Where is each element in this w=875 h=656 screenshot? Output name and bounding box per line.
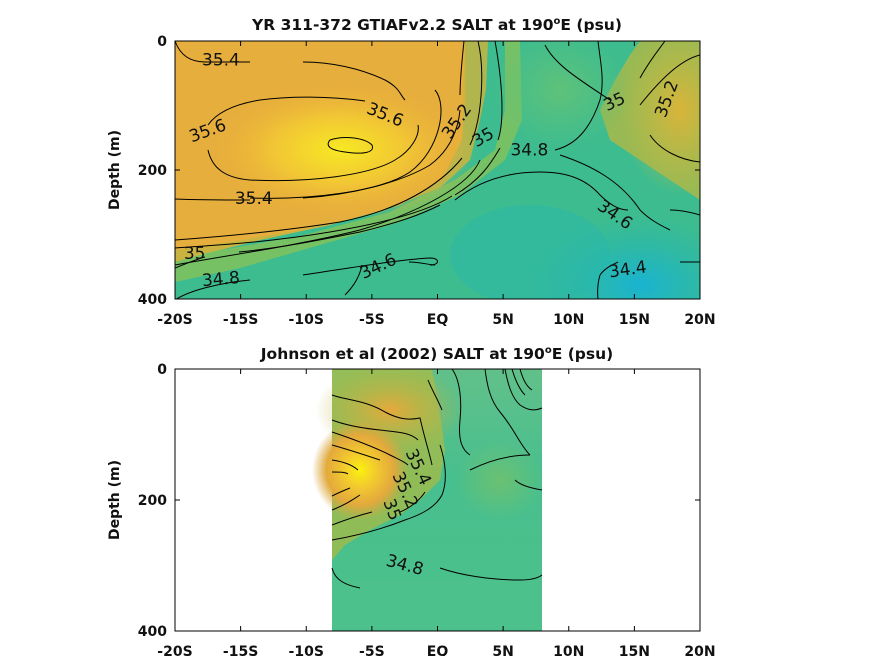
panel-top-contour-label: 35.4	[235, 189, 273, 209]
panel-bottom-axes: -20S -15S -10S -5S EQ 5N 10N 15N 20N 0 200 400	[138, 362, 716, 656]
panel-bottom-x-tick-label: 5N	[492, 644, 513, 656]
panel-top-ylabel: Depth (m)	[107, 130, 123, 210]
panel-bottom-y-tick-label: 200	[138, 493, 167, 509]
panel-top-axes: -20S -15S -10S -5S EQ 5N 10N 15N 20N 0 200 400	[138, 34, 716, 328]
panel-bottom-x-tick-label: -5S	[359, 644, 385, 656]
panel-top-contour-label: 35	[184, 244, 206, 264]
panel-bottom: Johnson et al (2002) SALT at 190oE (psu)	[107, 345, 716, 656]
panel-bottom-x-tick-label: -20S	[157, 644, 192, 656]
panel-top-x-tick-label: -10S	[289, 312, 324, 328]
panel-top-x-tick-label: -5S	[359, 312, 385, 328]
panel-top-x-tick-label: EQ	[427, 312, 449, 328]
panel-bottom-y-tick-label: 400	[138, 624, 167, 640]
panel-top-x-tick-label: 15N	[619, 312, 650, 328]
panel-top-x-tick-label: 20N	[684, 312, 715, 328]
panel-bottom-x-tick-label: -10S	[289, 644, 324, 656]
panel-bottom-x-tick-label: 20N	[684, 644, 715, 656]
panel-bottom-x-tick-label: 10N	[553, 644, 584, 656]
panel-bottom-title: Johnson et al (2002) SALT at 190oE (psu)	[260, 345, 613, 363]
panel-bottom-y-tick-label: 0	[157, 362, 167, 378]
panel-top-y-tick-label: 0	[157, 34, 167, 50]
panel-bottom-x-tick-label: EQ	[427, 644, 449, 656]
panel-top-x-tick-label: -15S	[223, 312, 258, 328]
panel-top-x-tick-label: -20S	[157, 312, 192, 328]
panel-bottom-contours	[331, 369, 543, 589]
panel-bottom-ylabel: Depth (m)	[107, 460, 123, 540]
panel-top-contour-label: 34.8	[510, 141, 548, 161]
panel-bottom-x-tick-label: -15S	[223, 644, 258, 656]
panel-top-contours	[175, 41, 700, 299]
panel-bottom-x-tick-label: 15N	[619, 644, 650, 656]
panel-top: YR 311-372 GTIAFv2.2 SALT at 190oE (psu)	[107, 16, 716, 328]
panel-top-title: YR 311-372 GTIAFv2.2 SALT at 190oE (psu)	[251, 16, 622, 34]
panel-top-contour-label: 35.4	[202, 50, 240, 70]
panel-bottom-field	[312, 369, 545, 631]
panel-top-x-tick-label: 10N	[553, 312, 584, 328]
panel-top-x-tick-label: 5N	[492, 312, 513, 328]
panel-top-contour-label: 34.8	[201, 268, 240, 291]
panel-top-y-tick-label: 400	[138, 292, 167, 308]
panel-top-field	[175, 41, 700, 299]
panel-top-y-tick-label: 200	[138, 163, 167, 179]
